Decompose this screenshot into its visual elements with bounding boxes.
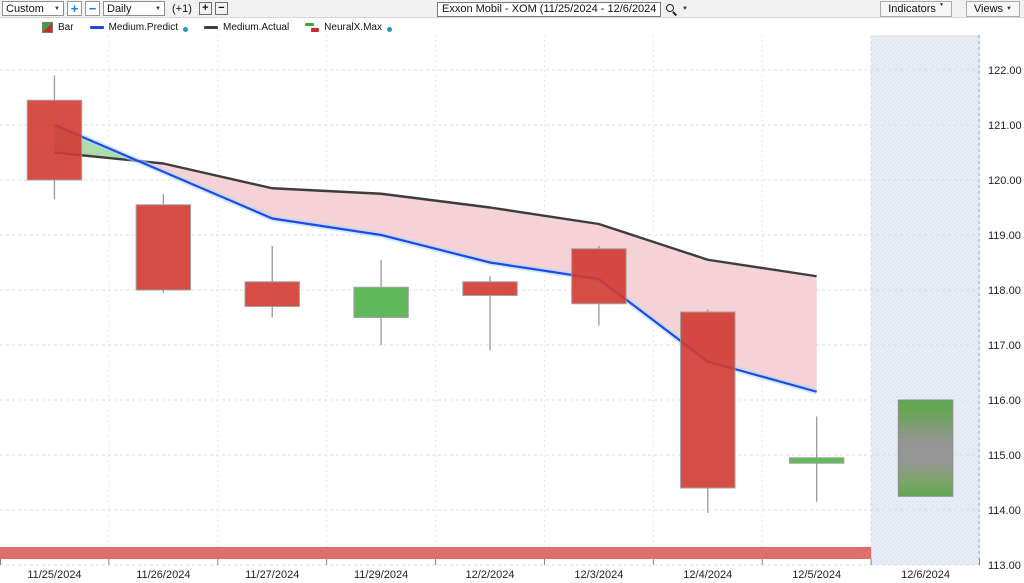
chevron-down-icon: ▼ [155,5,161,12]
views-button[interactable]: Views ▼ [965,0,1020,17]
symbol-search-group: ▼ [437,1,688,17]
forecast-range-bar[interactable] [897,399,954,497]
legend-label: NeuralX.Max [324,22,382,33]
range-select[interactable]: Custom ▼ [2,1,64,16]
y-axis-label: 113.00 [988,560,1021,572]
legend-label: Bar [58,22,74,33]
candle-12/3/2024[interactable] [571,248,627,305]
y-axis-label: 122.00 [988,65,1022,77]
top-toolbar: Custom ▼ + − Daily ▼ (+1) + − ▼ Indicato… [0,0,1024,18]
candle-11/25/2024[interactable] [26,99,83,181]
candle-11/26/2024[interactable] [135,204,192,291]
legend-item-neuralx-max[interactable]: NeuralX.Max [305,22,392,33]
y-axis-label: 117.00 [988,340,1021,352]
y-axis-label: 120.00 [988,175,1022,187]
x-axis-label: 12/3/2024 [574,569,623,581]
info-badge[interactable] [183,27,189,32]
candle-11/29/2024[interactable] [353,286,409,318]
y-axis-label: 118.00 [988,285,1021,297]
candle-12/4/2024[interactable] [680,311,736,489]
legend-label: Medium.Actual [223,22,290,33]
views-button-label: Views [973,2,1004,15]
search-icon-circle [666,3,674,12]
range-plus-button[interactable]: + [67,1,82,16]
search-options-chevron-icon[interactable]: ▼ [682,6,688,12]
legend-item-medium-predict[interactable]: Medium.Predict [89,22,189,33]
interval-select[interactable]: Daily ▼ [103,1,165,16]
chevron-down-icon: ▼ [1006,5,1012,12]
range-minus-button[interactable]: − [85,1,100,16]
chart-legend: Bar Medium.Predict Medium.Actual NeuralX… [42,22,392,33]
y-axis-label: 119.00 [988,230,1021,242]
search-icon[interactable] [665,3,678,16]
y-axis-label: 115.00 [988,450,1021,462]
legend-label: Medium.Predict [108,22,179,33]
signal-band [0,547,872,559]
symbol-search-input[interactable] [437,1,661,17]
x-axis-label: 12/5/2024 [792,569,841,581]
bar-icon [42,22,53,33]
chevron-down-icon: ▼ [54,5,60,12]
toolbar-right-group: Indicators ▼ Views ▼ [880,0,1020,17]
x-axis-label: 12/2/2024 [466,569,515,581]
legend-item-medium-actual[interactable]: Medium.Actual [204,22,289,33]
actual-line [54,151,817,278]
x-axis-label: 11/26/2024 [136,569,190,581]
chart-area: 122.00 121.00 120.00 119.00 118.00 117.00 116.… [0,18,1024,583]
y-axis-label: 114.00 [988,505,1021,517]
y-axis-label: 121.00 [988,120,1022,132]
neuralx-icon [305,23,320,32]
x-axis-label: 11/27/2024 [245,569,299,581]
candle-11/27/2024[interactable] [244,281,300,307]
x-axis-label: 11/25/2024 [27,569,81,581]
bar-plus-button[interactable]: + [198,2,212,15]
interval-select-value: Daily [107,2,132,15]
indicators-button[interactable]: Indicators ▼ [880,0,952,17]
bar-minus-button[interactable]: − [214,2,228,15]
x-axis-label: 11/29/2024 [354,569,408,581]
search-icon-handle [672,10,678,16]
indicators-button-label: Indicators [888,2,936,15]
chevron-down-icon: ▼ [938,1,944,8]
candles [26,75,845,513]
info-badge[interactable] [386,27,392,32]
x-axis-label: 12/4/2024 [683,569,732,581]
x-axis-label: 12/6/2024 [901,569,950,581]
legend-item-bar[interactable]: Bar [42,22,74,33]
y-axis-label: 116.00 [988,395,1021,407]
range-select-value: Custom [6,2,44,15]
candle-12/5/2024[interactable] [788,457,845,464]
bar-offset-label: (+1) [172,2,192,15]
price-chart[interactable]: 122.00 121.00 120.00 119.00 118.00 117.00 116.… [0,18,1024,583]
candle-12/2/2024[interactable] [462,281,518,296]
predict-line-icon [89,26,104,29]
actual-line-icon [204,26,219,29]
